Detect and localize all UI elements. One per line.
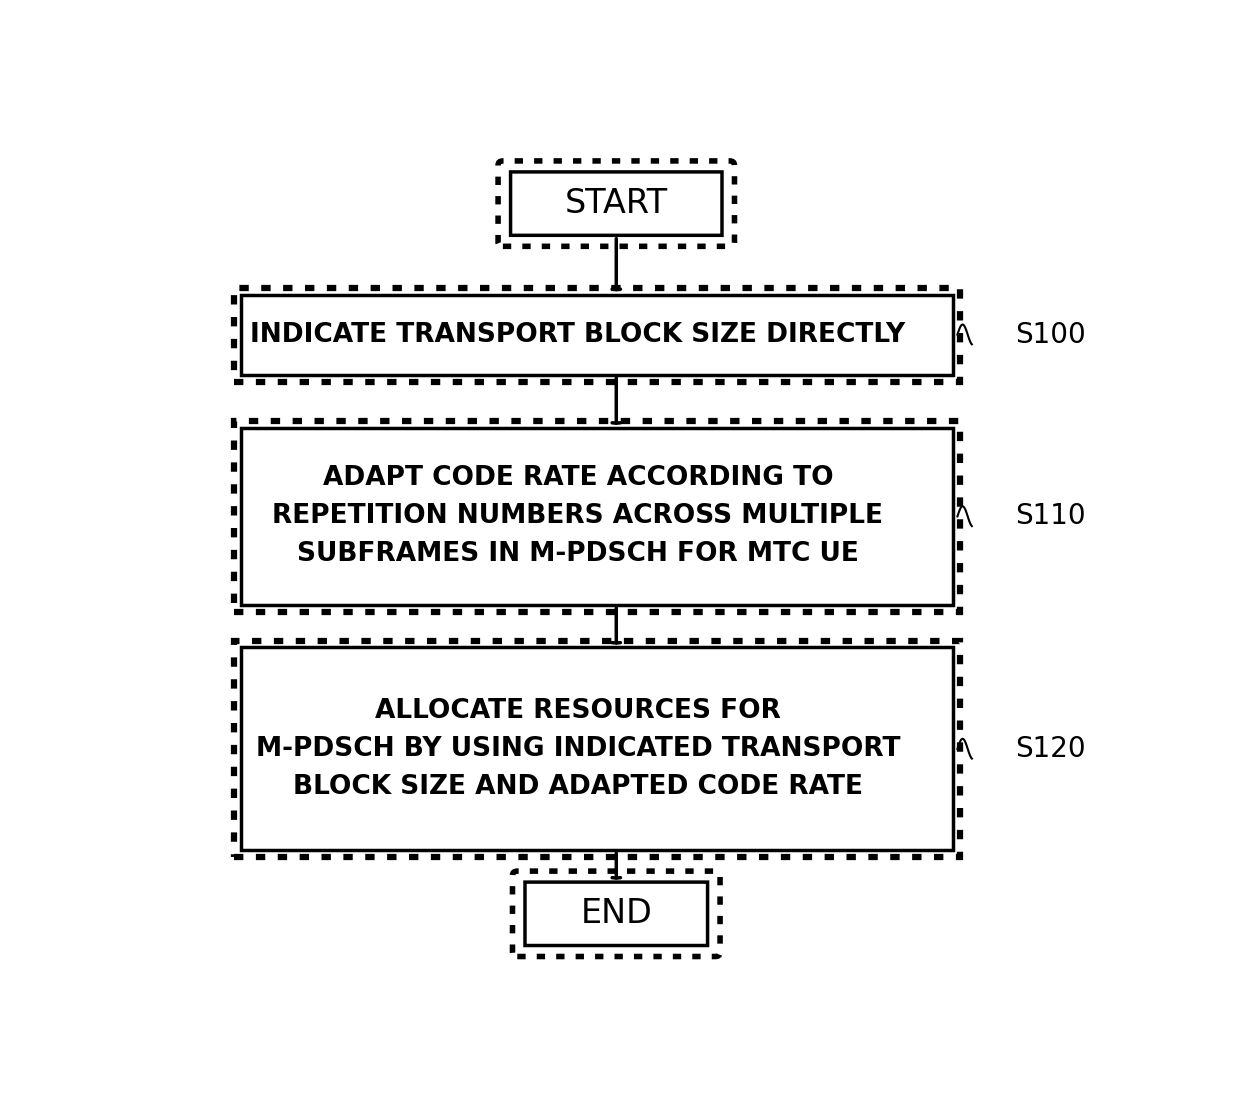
FancyBboxPatch shape xyxy=(242,294,952,374)
Text: INDICATE TRANSPORT BLOCK SIZE DIRECTLY: INDICATE TRANSPORT BLOCK SIZE DIRECTLY xyxy=(250,322,905,348)
Text: ALLOCATE RESOURCES FOR
M-PDSCH BY USING INDICATED TRANSPORT
BLOCK SIZE AND ADAPT: ALLOCATE RESOURCES FOR M-PDSCH BY USING … xyxy=(255,698,900,800)
Text: END: END xyxy=(580,897,652,930)
FancyBboxPatch shape xyxy=(242,427,952,605)
Text: S100: S100 xyxy=(1016,321,1086,349)
Text: S120: S120 xyxy=(1016,735,1086,763)
Text: START: START xyxy=(564,187,668,220)
Text: S110: S110 xyxy=(1016,503,1086,530)
FancyBboxPatch shape xyxy=(511,172,722,235)
Text: ADAPT CODE RATE ACCORDING TO
REPETITION NUMBERS ACROSS MULTIPLE
SUBFRAMES IN M-P: ADAPT CODE RATE ACCORDING TO REPETITION … xyxy=(273,466,883,568)
FancyBboxPatch shape xyxy=(525,882,708,945)
FancyBboxPatch shape xyxy=(242,648,952,850)
